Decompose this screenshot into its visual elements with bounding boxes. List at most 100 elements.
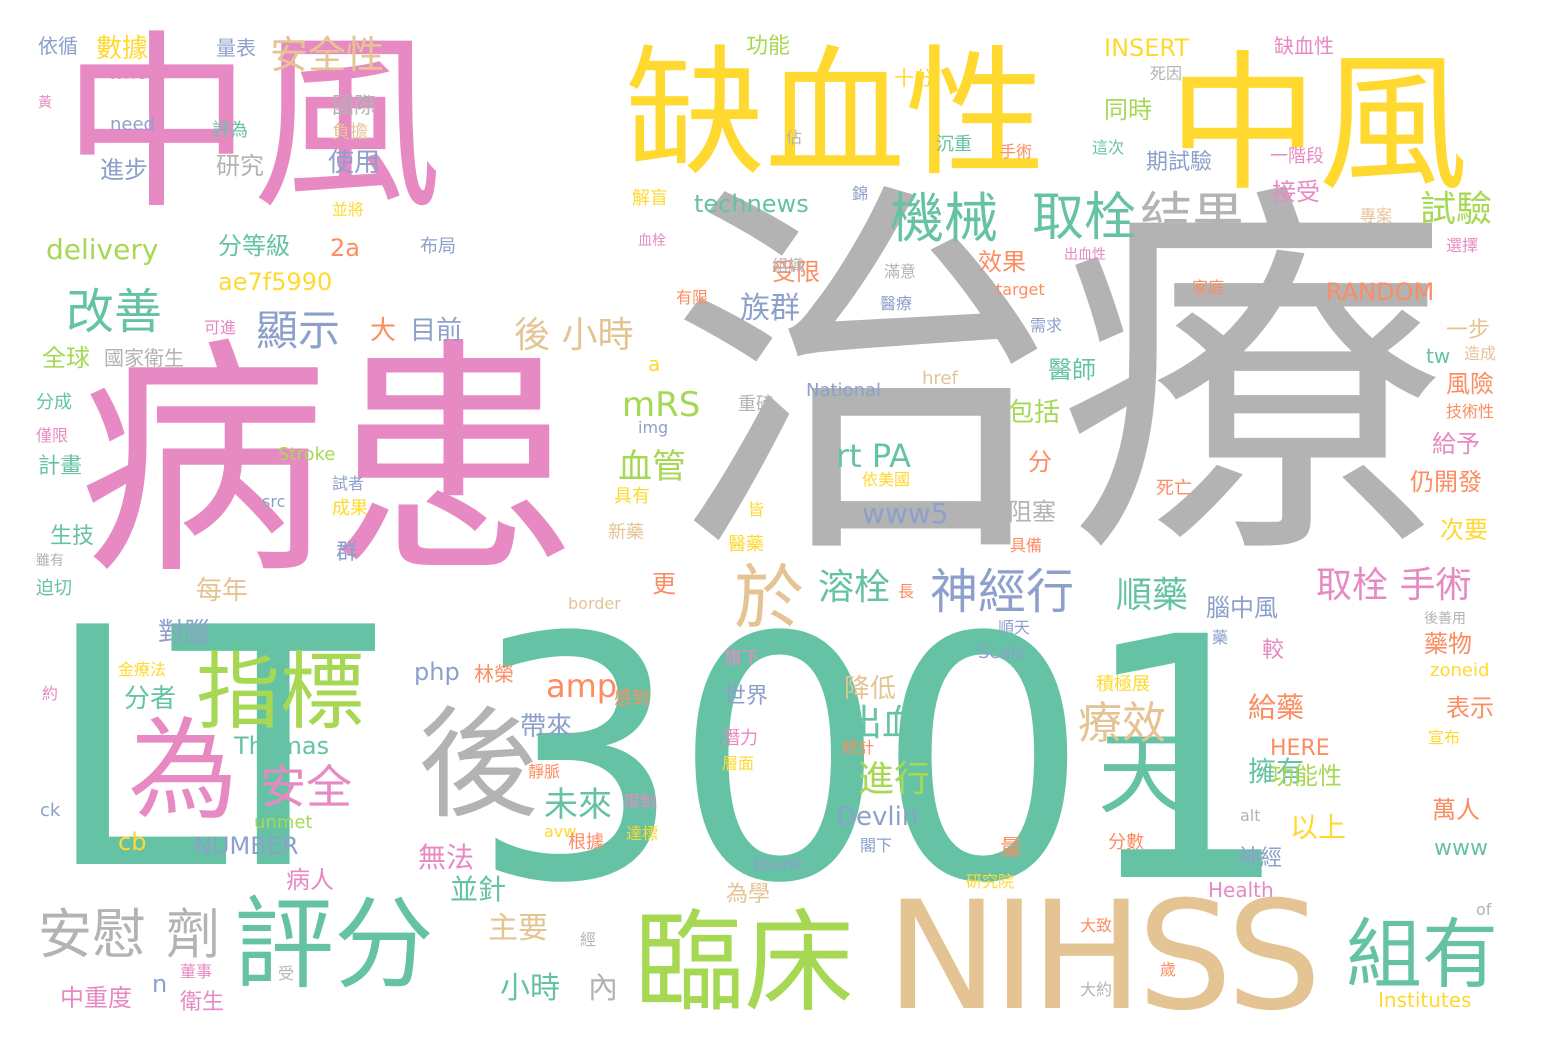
word-cloud-term: 受 [278, 964, 295, 983]
word-cloud-term: 改善 [66, 284, 163, 340]
word-cloud-term: 指標 [196, 643, 365, 741]
word-cloud-term: 旗下 [724, 648, 760, 669]
word-cloud-term: 黃 [38, 95, 52, 111]
word-cloud-term: 經 [580, 930, 597, 949]
word-cloud-term: 顯示 [256, 306, 341, 355]
word-cloud-term: 國家衛生 [104, 346, 184, 370]
word-cloud-term: 組有 [1346, 910, 1498, 999]
word-cloud-term: 未來 [544, 785, 612, 825]
word-cloud-term: 感到 [614, 688, 650, 709]
word-cloud-term: 成果 [332, 498, 368, 519]
word-cloud-term: 長 [898, 582, 915, 601]
word-cloud-term: 擁有 [1248, 755, 1305, 788]
word-cloud-term: 病人 [286, 866, 334, 894]
word-cloud-term: 安慰 [38, 903, 146, 966]
word-cloud-term: INSERT [1104, 34, 1190, 62]
word-cloud-term: HERE [1270, 736, 1330, 761]
word-cloud-term: 依美國 [862, 470, 911, 489]
word-cloud-term: 十分 [894, 66, 934, 90]
word-cloud-term: 血管 [618, 447, 686, 487]
word-cloud-term: 群 [336, 540, 359, 565]
word-cloud-term: 醫師 [1048, 356, 1096, 384]
word-cloud-term: ae7f5990 [218, 268, 333, 296]
word-cloud-term: 以上 [1290, 811, 1347, 844]
word-cloud-term: 國際 [332, 94, 377, 119]
word-cloud-term: 新藥 [608, 522, 644, 543]
word-cloud-term: img [638, 418, 669, 437]
word-cloud-term: Institutes [1378, 988, 1472, 1012]
word-cloud-term: 出血 [846, 703, 919, 744]
word-cloud-term: 金療法 [118, 660, 167, 679]
word-cloud-term: 2a [330, 234, 360, 262]
word-cloud-term: 中風 [1168, 38, 1469, 212]
word-cloud-term: 主要 [488, 911, 548, 946]
word-cloud-term: 具有 [614, 486, 650, 507]
word-cloud-term: 分數 [1108, 832, 1144, 853]
word-cloud-term: tw [1426, 344, 1451, 368]
word-cloud-term: 衛生 [180, 990, 225, 1015]
word-cloud-term: 造成 [1464, 344, 1497, 363]
word-cloud-term: 受限 [772, 258, 820, 286]
word-cloud-term: 小時 [500, 971, 560, 1006]
word-cloud-term: 需求 [1030, 316, 1063, 335]
word-cloud-term: 僅限 [36, 426, 69, 445]
word-cloud-term: 風險 [1446, 370, 1494, 398]
word-cloud-term: 皆 [748, 500, 765, 519]
word-cloud-term: 表示 [1446, 694, 1494, 722]
word-cloud-term: mRS [622, 385, 701, 425]
word-cloud-term: 並針 [450, 873, 507, 906]
word-cloud-term: blank [754, 854, 804, 875]
word-cloud-term: Scale [978, 642, 1027, 663]
word-cloud-term: 較 [1262, 638, 1285, 663]
word-cloud-term: 評分 [234, 886, 434, 1003]
word-cloud-term: 對腦 [158, 618, 211, 648]
word-cloud-term: 分者 [124, 684, 177, 714]
word-cloud-term: 每年 [196, 576, 249, 606]
word-cloud-term: 功能 [746, 34, 791, 59]
word-cloud-term: 歲 [1160, 960, 1177, 979]
word-cloud-term: 順藥 [1116, 575, 1189, 616]
word-cloud-term: 選擇 [1446, 236, 1479, 255]
word-cloud-term: 臨床 [634, 899, 854, 1027]
word-cloud-term: 接受 [1272, 178, 1320, 206]
word-cloud-term: 手術 [1000, 142, 1033, 161]
word-cloud-term: n [152, 970, 168, 998]
word-cloud-term: 病患 [78, 317, 578, 608]
word-cloud-term: 天 [1098, 722, 1188, 827]
word-cloud-term: 重磅 [738, 394, 774, 415]
word-cloud-term: 全球 [42, 344, 90, 372]
word-cloud-term: 約 [42, 684, 59, 703]
word-cloud-term: 藥 [1212, 628, 1229, 647]
word-cloud-term: Thomas [234, 732, 330, 760]
word-cloud-term: 次要 [1440, 516, 1488, 544]
word-cloud-term: a [648, 352, 661, 376]
word-cloud-term: 評為 [212, 120, 248, 141]
word-cloud-term: 中風 [62, 14, 443, 235]
word-cloud-term: 可進 [204, 318, 237, 337]
word-cloud-term: 取栓 [1032, 188, 1137, 248]
word-cloud-term: 使用 [328, 148, 381, 178]
word-cloud-term: 世界 [724, 684, 769, 709]
word-cloud-term: 大 [370, 316, 397, 346]
word-cloud-term: 一階段 [1270, 146, 1324, 167]
word-cloud-term: alt [1240, 806, 1261, 825]
word-cloud-term: Devlin [836, 802, 919, 832]
word-cloud-term: 無法 [418, 841, 475, 874]
word-cloud-term: 分 [1028, 448, 1052, 476]
word-cloud-term: 潛力 [722, 728, 758, 749]
word-cloud-term: 統計 [842, 738, 875, 757]
word-cloud-term: 這次 [1092, 138, 1125, 157]
word-cloud-term: 依循 [38, 34, 78, 58]
word-cloud-term: NIHSS [886, 870, 1322, 1044]
word-cloud-term: 內 [588, 971, 618, 1006]
word-cloud-term: of [1476, 900, 1492, 919]
word-cloud-term: LT [44, 558, 374, 942]
word-cloud-term: 負擔 [332, 122, 368, 143]
word-cloud-term: href [922, 368, 958, 389]
word-cloud-term: 宣布 [1428, 728, 1461, 747]
word-cloud-term: 技術性 [1446, 402, 1495, 421]
word-cloud-term: target [996, 280, 1045, 299]
word-cloud-term: 為 [128, 707, 238, 835]
word-cloud-term: 布局 [420, 236, 456, 257]
